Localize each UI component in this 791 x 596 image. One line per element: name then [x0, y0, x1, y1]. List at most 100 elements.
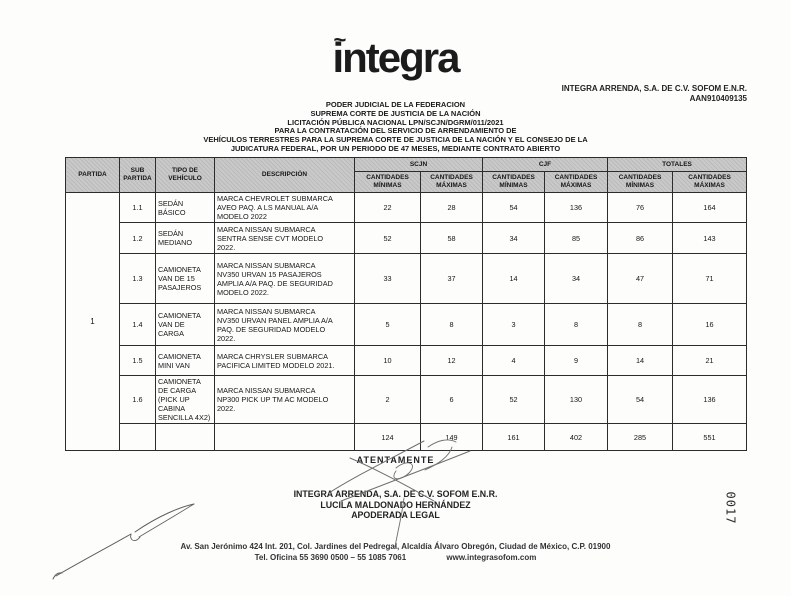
cell-total-scjn-min: 124 — [354, 423, 421, 451]
cell-total-cjf-min: 161 — [482, 423, 545, 451]
table-column-header-row: CANTIDADES MÍNIMAS CANTIDADES MÁXIMAS CA… — [66, 171, 748, 193]
footer: Av. San Jerónimo 424 Int. 201, Col. Jard… — [0, 542, 791, 563]
header-tot-max: CANTIDADES MÁXIMAS — [671, 171, 748, 193]
cell-descripcion: MARCA CHEVROLET SUBMARCA AVEO PAQ. A LS … — [214, 192, 355, 223]
cell-tot-max: 136 — [671, 375, 748, 424]
descripcion-text: MARCA NISSAN SUBMARCA NP300 PICK UP TM A… — [217, 386, 329, 413]
cell-descripcion: MARCA NISSAN SUBMARCA NV350 URVAN PANEL … — [214, 303, 355, 346]
cell-tot-max: 164 — [671, 192, 748, 223]
cell-scjn-min: 2 — [354, 375, 421, 424]
salutation: ATENTAMENTE — [356, 455, 435, 465]
cell-scjn-max: 12 — [420, 345, 483, 376]
cell-cjf-max: 8 — [544, 303, 608, 346]
scan-page-number: 0017 — [723, 491, 738, 525]
table-row: 1.5 CAMIONETA MINI VAN MARCA CHRYSLER SU… — [66, 345, 748, 376]
header-tipo-vehiculo: TIPO DE VEHÍCULO — [155, 157, 215, 193]
cell-scjn-min: 10 — [354, 345, 421, 376]
descripcion-text: MARCA CHRYSLER SUBMARCA PACIFICA LIMITED… — [217, 351, 335, 370]
cell-cjf-min: 52 — [482, 375, 545, 424]
cell-empty — [155, 423, 215, 451]
cell-tot-min: 47 — [607, 253, 673, 304]
cell-tot-max: 71 — [671, 253, 748, 304]
logo-text: integra — [332, 34, 460, 81]
cell-tipo: CAMIONETA VAN DE CARGA — [155, 303, 215, 346]
cell-empty — [119, 423, 156, 451]
letterhead-company-block: INTEGRA ARRENDA, S.A. DE C.V. SOFOM E.N.… — [562, 84, 747, 103]
cell-subpartida: 1.6 — [119, 375, 156, 424]
footer-website: www.integrasofom.com — [446, 552, 537, 562]
cell-tot-min: 86 — [607, 222, 673, 254]
cell-scjn-min: 5 — [354, 303, 421, 346]
title-line: SUPREMA CORTE DE JUSTICIA DE LA NACIÓN — [310, 108, 481, 118]
cell-scjn-max: 28 — [420, 192, 483, 223]
cell-scjn-min: 22 — [354, 192, 421, 223]
logo-wrap: ~ integra — [0, 27, 791, 82]
descripcion-text: MARCA NISSAN SUBMARCA SENTRA SENSE CVT M… — [217, 224, 324, 252]
cell-empty — [214, 423, 355, 451]
cell-cjf-max: 130 — [544, 375, 608, 424]
document-title-block: PODER JUDICIAL DE LA FEDERACION SUPREMA … — [0, 100, 791, 154]
footer-phone: Tel. Oficina 55 3690 0500 – 55 1085 7061 — [254, 552, 407, 562]
cell-scjn-max: 6 — [420, 375, 483, 424]
header-subpartida: SUB PARTIDA — [119, 157, 156, 193]
title-line: PODER JUDICIAL DE LA FEDERACION — [325, 100, 466, 109]
cell-tot-max: 143 — [671, 222, 748, 254]
header-group-scjn: SCJN — [354, 157, 483, 172]
cell-cjf-max: 9 — [544, 345, 608, 376]
table-row: 1.4 CAMIONETA VAN DE CARGA MARCA NISSAN … — [66, 303, 748, 346]
letterhead-rfc: AAN910409135 — [689, 93, 747, 103]
header-descripcion: DESCRIPCIÓN — [214, 157, 355, 193]
cell-tipo: CAMIONETA MINI VAN — [155, 345, 215, 376]
cell-tot-max: 16 — [671, 303, 748, 346]
quantities-table: PARTIDA SUB PARTIDA TIPO DE VEHÍCULO DES… — [65, 157, 748, 451]
header-scjn-min: CANTIDADES MÍNIMAS — [354, 171, 421, 193]
cell-scjn-min: 33 — [354, 253, 421, 304]
cell-tipo: CAMIONETA DE CARGA (PICK UP CABINA SENCI… — [155, 375, 215, 424]
cell-total-cjf-max: 402 — [544, 423, 608, 451]
table-group-header-row: PARTIDA SUB PARTIDA TIPO DE VEHÍCULO DES… — [65, 157, 748, 193]
header-scjn-max: CANTIDADES MÁXIMAS — [420, 171, 483, 193]
cell-cjf-max: 85 — [544, 222, 608, 254]
cell-cjf-max: 136 — [544, 192, 608, 223]
cell-tot-min: 54 — [607, 375, 673, 424]
letterhead-company: INTEGRA ARRENDA, S.A. DE C.V. SOFOM E.N.… — [561, 84, 747, 93]
cell-subpartida: 1.4 — [119, 303, 156, 346]
descripcion-text: MARCA NISSAN SUBMARCA NV350 URVAN PANEL … — [217, 306, 333, 343]
signature-block: INTEGRA ARRENDA, S.A. DE C.V. SOFOM E.N.… — [0, 489, 791, 521]
cell-descripcion: MARCA NISSAN SUBMARCA NP300 PICK UP TM A… — [214, 375, 355, 424]
title-line: JUDICATURA FEDERAL, POR UN PERIODO DE 47… — [230, 143, 561, 153]
table-row: 1.2 SEDÁN MEDIANO MARCA NISSAN SUBMARCA … — [66, 222, 748, 254]
logo-tilde-mark: ~ — [333, 27, 347, 52]
cell-scjn-max: 8 — [420, 303, 483, 346]
descripcion-text: MARCA CHEVROLET SUBMARCA AVEO PAQ. A LS … — [217, 194, 333, 221]
header-tot-min: CANTIDADES MÍNIMAS — [607, 171, 673, 193]
descripcion-text: MARCA NISSAN SUBMARCA NV350 URVAN 15 PAS… — [217, 260, 333, 297]
footer-address: Av. San Jerónimo 424 Int. 201, Col. Jard… — [180, 542, 611, 551]
cell-tot-min: 76 — [607, 192, 673, 223]
signer-company: INTEGRA ARRENDA, S.A. DE C.V. SOFOM E.N.… — [293, 489, 498, 499]
signer-name: LUCILA MALDONADO HERNÁNDEZ — [320, 499, 471, 510]
totals-row: 124 149 161 402 285 551 — [66, 423, 748, 451]
cell-subpartida: 1.5 — [119, 345, 156, 376]
header-cjf-min: CANTIDADES MÍNIMAS — [482, 171, 545, 193]
cell-tot-max: 21 — [671, 345, 748, 376]
cell-tipo: CAMIONETA VAN DE 15 PASAJEROS — [155, 253, 215, 304]
cell-cjf-max: 34 — [544, 253, 608, 304]
header-cjf-max: CANTIDADES MÁXIMAS — [544, 171, 608, 193]
cell-cjf-min: 3 — [482, 303, 545, 346]
title-line: VEHÍCULOS TERRESTRES PARA LA SUPREMA COR… — [203, 135, 588, 145]
cell-cjf-min: 54 — [482, 192, 545, 223]
cell-subpartida: 1.1 — [119, 192, 156, 223]
table-row: 1 1.1 SEDÁN BÁSICO MARCA CHEVROLET SUBMA… — [65, 192, 748, 451]
cell-scjn-max: 37 — [420, 253, 483, 304]
cell-total-scjn-max: 149 — [420, 423, 483, 451]
table-row: 1.3 CAMIONETA VAN DE 15 PASAJEROS MARCA … — [66, 253, 748, 304]
integra-logo: ~ integra — [332, 27, 460, 82]
cell-tipo: SEDÁN MEDIANO — [155, 222, 215, 254]
cell-tipo: SEDÁN BÁSICO — [155, 192, 215, 223]
cell-subpartida: 1.2 — [119, 222, 156, 254]
title-line: LICITACIÓN PÚBLICA NACIONAL LPN/SCJN/DGR… — [287, 117, 504, 127]
cell-cjf-min: 14 — [482, 253, 545, 304]
cell-scjn-max: 58 — [420, 222, 483, 254]
